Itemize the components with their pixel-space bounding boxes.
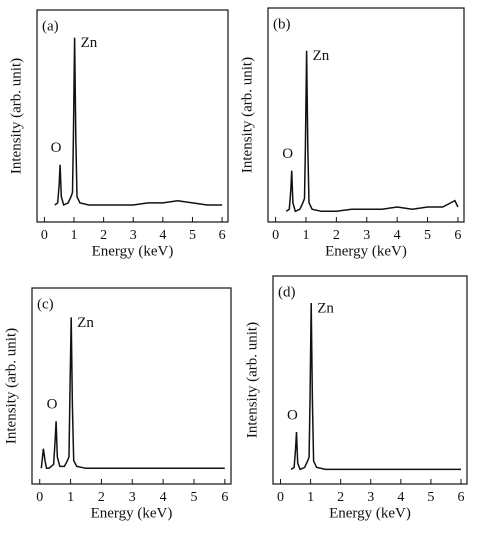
plot-frame <box>272 275 468 485</box>
spectrum-line <box>285 50 459 213</box>
x-tick-label: 4 <box>394 228 401 243</box>
peak-label: O <box>282 146 293 162</box>
x-axis-label: Energy (keV) <box>92 243 174 259</box>
peak-label: Zn <box>77 315 94 331</box>
x-tick-label: 3 <box>367 490 374 505</box>
x-axis-label: Energy (keV) <box>329 505 411 521</box>
x-axis-label: Energy (keV) <box>91 505 173 521</box>
y-axis-label: Intensity (arb. unit) <box>3 328 19 444</box>
spectrum-line <box>54 37 223 207</box>
x-axis-label: Energy (keV) <box>325 243 407 259</box>
y-axis-label: Intensity (arb. unit) <box>8 58 24 174</box>
x-tick-label: 3 <box>129 490 136 505</box>
peak-label: Zn <box>317 300 334 316</box>
x-tick-label: 4 <box>397 490 404 505</box>
x-tick-label: 6 <box>457 490 464 505</box>
x-tick-label: 5 <box>190 490 197 505</box>
x-tick-label: 3 <box>130 228 137 243</box>
plot-frame <box>36 9 229 223</box>
panel-label: (d) <box>278 284 296 300</box>
x-tick-label: 1 <box>307 490 314 505</box>
x-tick-label: 2 <box>98 490 105 505</box>
x-tick-label: 5 <box>427 490 434 505</box>
y-axis-label: Intensity (arb. unit) <box>244 322 260 438</box>
spectrum-line <box>290 302 461 471</box>
x-tick-label: 6 <box>454 228 461 243</box>
x-tick-label: 3 <box>363 228 370 243</box>
peak-label: O <box>51 140 62 156</box>
x-tick-label: 4 <box>159 228 166 243</box>
y-axis-label: Intensity (arb. unit) <box>239 57 255 173</box>
x-tick-label: 1 <box>67 490 74 505</box>
x-tick-label: 2 <box>337 490 344 505</box>
x-tick-label: 0 <box>41 228 48 243</box>
x-tick-label: 1 <box>302 228 309 243</box>
x-tick-label: 0 <box>277 490 284 505</box>
x-tick-label: 6 <box>219 228 226 243</box>
x-tick-label: 4 <box>160 490 167 505</box>
x-tick-label: 0 <box>272 228 279 243</box>
peak-label: Zn <box>313 48 330 64</box>
x-tick-label: 0 <box>36 490 43 505</box>
panel-label: (a) <box>42 18 59 34</box>
x-tick-label: 2 <box>333 228 340 243</box>
spectrum-line <box>40 317 225 470</box>
peak-label: O <box>47 397 58 413</box>
x-tick-label: 6 <box>221 490 228 505</box>
x-tick-label: 5 <box>189 228 196 243</box>
x-tick-label: 5 <box>424 228 431 243</box>
x-tick-label: 1 <box>71 228 78 243</box>
panel-label: (b) <box>273 16 291 32</box>
plot-frame <box>31 287 232 485</box>
panel-label: (c) <box>37 296 54 312</box>
peak-label: Zn <box>81 35 98 51</box>
plot-frame <box>267 7 465 223</box>
x-tick-label: 2 <box>100 228 107 243</box>
peak-label: O <box>287 407 298 423</box>
